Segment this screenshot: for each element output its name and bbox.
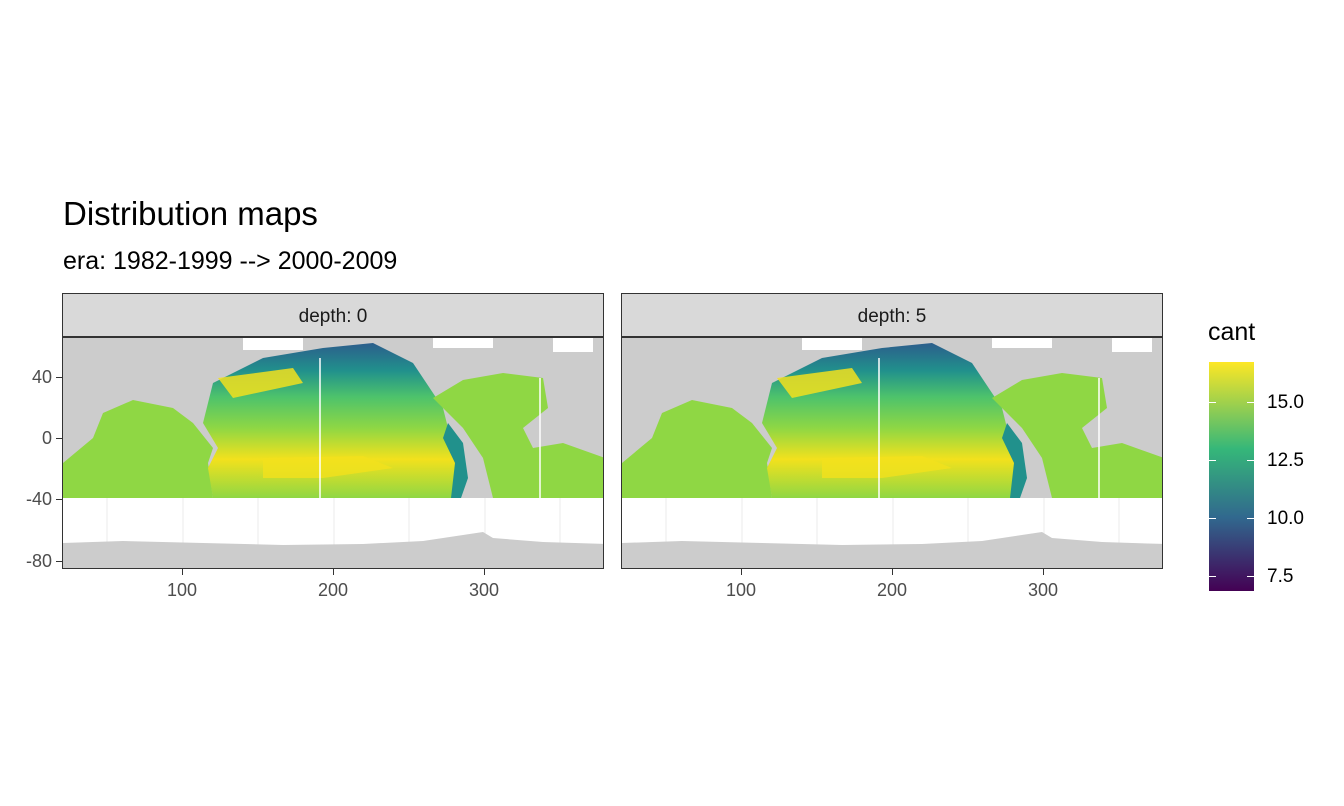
x-tick — [484, 569, 485, 575]
legend-tick — [1209, 518, 1216, 519]
legend-colorbar — [1209, 362, 1254, 591]
y-tick — [56, 499, 62, 500]
facet-strip-label: depth: 5 — [857, 306, 927, 327]
legend-label: 12.5 — [1267, 450, 1304, 471]
legend-tick — [1209, 460, 1216, 461]
legend-tick — [1209, 576, 1216, 577]
high-value-band — [218, 368, 303, 398]
y-tick — [56, 438, 62, 439]
facet-strip: depth: 0 — [62, 293, 604, 337]
x-tick — [1043, 569, 1044, 575]
ice-patch — [243, 338, 303, 350]
legend-label: 7.5 — [1267, 566, 1294, 587]
high-value-band — [263, 456, 393, 478]
ocean-map — [622, 338, 1162, 568]
x-tick-label: 100 — [725, 580, 757, 600]
x-tick-label: 300 — [468, 580, 500, 600]
ice-patch — [553, 338, 593, 352]
ice-patch — [802, 338, 862, 350]
x-tick-label: 300 — [1027, 580, 1059, 600]
x-tick — [892, 569, 893, 575]
legend-tick — [1209, 402, 1216, 403]
y-tick-label: 40 — [31, 367, 52, 387]
y-tick-label: -40 — [25, 489, 52, 509]
coastal-upwelling — [1002, 423, 1027, 498]
map-plot-area — [62, 337, 604, 569]
ice-patch — [433, 338, 493, 348]
antarctica-land — [63, 532, 603, 568]
ice-patch — [992, 338, 1052, 348]
facet-strip: depth: 5 — [621, 293, 1163, 337]
atlantic-ocean — [992, 373, 1162, 498]
map-panel-depth-0: depth: 0 — [62, 293, 604, 569]
x-tick — [741, 569, 742, 575]
legend-label: 10.0 — [1267, 508, 1304, 529]
high-value-band — [822, 456, 952, 478]
map-panel-depth-5: depth: 5 — [621, 293, 1163, 569]
y-tick — [56, 377, 62, 378]
x-tick — [333, 569, 334, 575]
x-tick-label: 100 — [166, 580, 198, 600]
legend-tick — [1247, 402, 1254, 403]
legend-title: cant — [1208, 318, 1256, 346]
legend-label: 15.0 — [1267, 392, 1304, 413]
x-tick-label: 200 — [317, 580, 349, 600]
x-tick-label: 200 — [876, 580, 908, 600]
ice-patch — [1112, 338, 1152, 352]
ocean-map — [63, 338, 603, 568]
chart-subtitle: era: 1982-1999 --> 2000-2009 — [63, 247, 398, 275]
indian-ocean — [622, 400, 772, 498]
y-tick-label: 0 — [41, 428, 52, 448]
x-tick — [182, 569, 183, 575]
y-tick-label: -80 — [25, 551, 52, 571]
high-value-band — [777, 368, 862, 398]
legend-tick — [1247, 576, 1254, 577]
coastal-upwelling — [443, 423, 468, 498]
atlantic-ocean — [433, 373, 603, 498]
chart-title: Distribution maps — [63, 195, 318, 232]
indian-ocean — [63, 400, 213, 498]
legend-tick — [1247, 460, 1254, 461]
facet-strip-label: depth: 0 — [298, 306, 368, 327]
y-tick — [56, 561, 62, 562]
legend-tick — [1247, 518, 1254, 519]
antarctica-land — [622, 532, 1162, 568]
map-plot-area — [621, 337, 1163, 569]
